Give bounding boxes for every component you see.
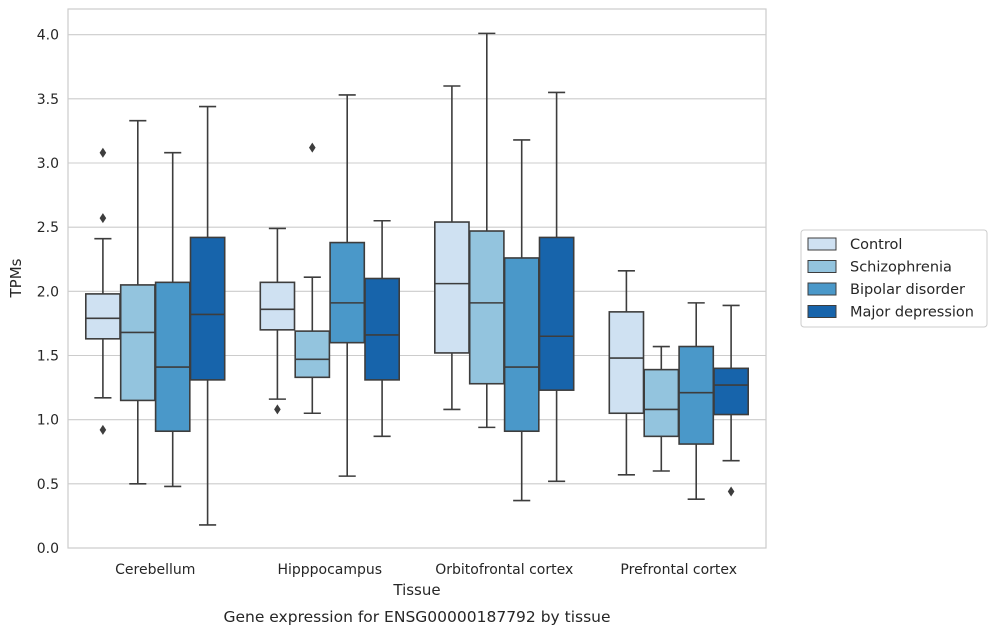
box-plot (154, 151, 191, 488)
legend-items: Control Schizophrenia Bipolar disorder Majo… (807, 237, 974, 321)
box-plot (259, 227, 296, 415)
box-plot (294, 142, 331, 415)
box-plot (608, 269, 645, 476)
outlier-point (274, 404, 281, 415)
legend-label: Major depression (850, 305, 974, 321)
iqr-box (364, 277, 401, 381)
legend-label: Control (850, 237, 902, 253)
iqr-box (713, 367, 750, 416)
x-tick-label: Hipppocampus (277, 562, 382, 578)
iqr-box (119, 284, 156, 402)
iqr-box (259, 281, 296, 331)
box-plot (364, 219, 401, 438)
box-plot (538, 91, 575, 483)
iqr-box (468, 230, 505, 385)
x-axis-title: Tissue (392, 581, 440, 599)
iqr-box (608, 311, 645, 415)
iqr-box (189, 236, 226, 381)
y-tick-label: 3.0 (37, 156, 59, 172)
box-plot (678, 302, 715, 501)
legend-swatch (807, 237, 837, 251)
box-plot (643, 345, 680, 472)
iqr-box (503, 257, 540, 433)
outlier-point (99, 424, 107, 435)
iqr-box (154, 281, 191, 433)
box-plot (189, 105, 226, 526)
y-tick-label: 1.5 (37, 349, 59, 365)
y-tick-label: 4.0 (37, 28, 59, 44)
legend-swatch (807, 260, 837, 273)
iqr-box (329, 241, 366, 344)
box-plot (468, 32, 505, 429)
legend-label: Schizophrenia (850, 260, 952, 276)
y-tick-label: 2.5 (37, 220, 59, 236)
legend: Control Schizophrenia Bipolar disorder Majo… (800, 229, 988, 328)
legend-label: Bipolar disorder (850, 282, 965, 298)
legend-swatch (807, 305, 837, 318)
outlier-point (99, 147, 107, 158)
gridlines (68, 34, 766, 549)
y-tick-label: 0.0 (37, 541, 59, 557)
y-tick-label: 3.5 (37, 92, 59, 108)
box-plot (503, 139, 540, 502)
box-groups (84, 32, 750, 526)
y-tick-label: 1.0 (37, 413, 59, 429)
box-plot (433, 85, 470, 411)
y-tick-label: 2.0 (37, 284, 59, 300)
y-tick-label: 0.5 (37, 477, 59, 493)
iqr-box (678, 345, 715, 445)
iqr-box (294, 330, 331, 379)
x-tick-label: Prefrontal cortex (620, 562, 737, 578)
outlier-point (309, 142, 316, 153)
legend-swatch (807, 282, 837, 296)
iqr-box (84, 293, 121, 340)
box-plot (84, 147, 121, 435)
iqr-box (538, 236, 575, 391)
x-tick-label: Cerebellum (115, 562, 195, 578)
y-tick-labels: 0.0 0.5 1.0 1.5 2.0 2.5 3.0 3.5 4.0 (37, 28, 59, 557)
box-plot (713, 304, 750, 497)
iqr-box (643, 368, 680, 438)
x-tick-label: Orbitofrontal cortex (435, 562, 573, 578)
iqr-box (433, 221, 470, 354)
chart-caption: Gene expression for ENSG00000187792 by t… (223, 608, 610, 626)
x-tick-labels: Cerebellum Hipppocampus Orbitofrontal cort… (115, 562, 737, 578)
legend-frame (800, 229, 988, 328)
outlier-point (727, 486, 735, 497)
y-axis-title: TPMs (7, 258, 25, 298)
outlier-point (99, 213, 107, 224)
